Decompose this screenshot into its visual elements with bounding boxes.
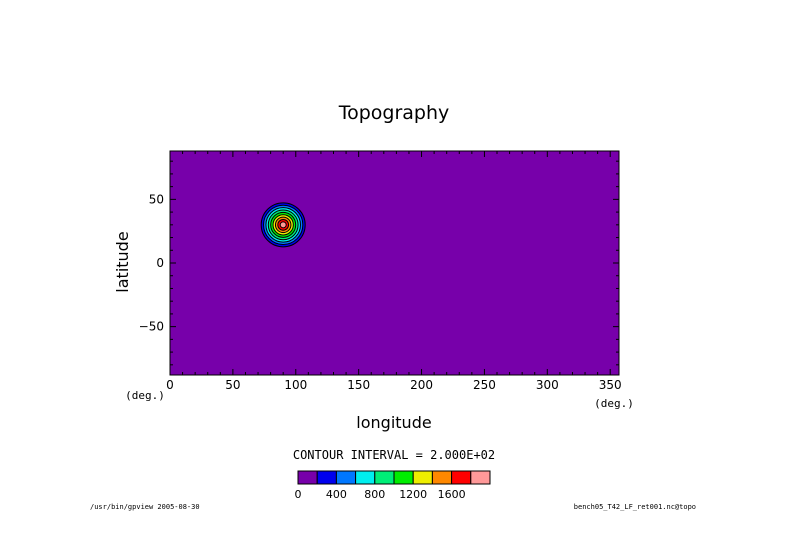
x-axis-label: longitude <box>356 413 431 432</box>
y-tick-label: 50 <box>149 192 164 206</box>
x-tick-label: 250 <box>473 378 496 392</box>
contour-band-1800 <box>279 221 287 229</box>
x-tick-label: 50 <box>225 378 240 392</box>
colorbar-swatch-2 <box>335 470 357 485</box>
colorbar-swatch-1 <box>316 470 337 485</box>
colorbar-swatch-0 <box>297 470 318 485</box>
x-tick-label: 0 <box>166 378 174 392</box>
colorbar: 0 400 800 1200 1600 <box>295 470 491 501</box>
colorbar-label: 0 <box>295 488 302 501</box>
x-tick-label: 100 <box>284 378 307 392</box>
colorbar-swatch-8 <box>451 470 472 485</box>
x-axis-unit: (deg.) <box>594 397 634 410</box>
y-axis-label: latitude <box>113 231 132 292</box>
contour-interval-label: CONTOUR INTERVAL = 2.000E+02 <box>293 448 495 462</box>
colorbar-swatch-4 <box>374 470 395 485</box>
colorbar-swatch-9 <box>470 470 491 485</box>
colorbar-label: 800 <box>364 488 385 501</box>
colorbar-label: 1200 <box>399 488 427 501</box>
plot-background <box>170 151 619 375</box>
plot-area <box>169 150 620 376</box>
colorbar-swatch-5 <box>393 470 414 485</box>
colorbar-swatch-3 <box>355 470 376 485</box>
colorbar-swatch-6 <box>412 470 433 485</box>
y-axis-unit: (deg.) <box>125 389 165 402</box>
footer-left: /usr/bin/gpview 2005-08-30 <box>90 503 200 511</box>
chart-title: Topography <box>338 102 450 124</box>
colorbar-swatch-7 <box>431 470 453 485</box>
x-tick-label: 350 <box>599 378 622 392</box>
y-tick-label: −50 <box>139 320 164 334</box>
y-axis: −50 0 50 <box>139 160 619 366</box>
x-tick-label: 200 <box>410 378 433 392</box>
x-tick-label: 300 <box>536 378 559 392</box>
x-tick-label: 150 <box>347 378 370 392</box>
colorbar-label: 1600 <box>438 488 466 501</box>
y-tick-label: 0 <box>156 256 164 270</box>
footer-right: bench05_T42_LF_ret001.nc@topo <box>574 503 696 511</box>
colorbar-label: 400 <box>326 488 347 501</box>
x-axis: 0 50 100 150 200 250 300 350 <box>166 151 622 392</box>
